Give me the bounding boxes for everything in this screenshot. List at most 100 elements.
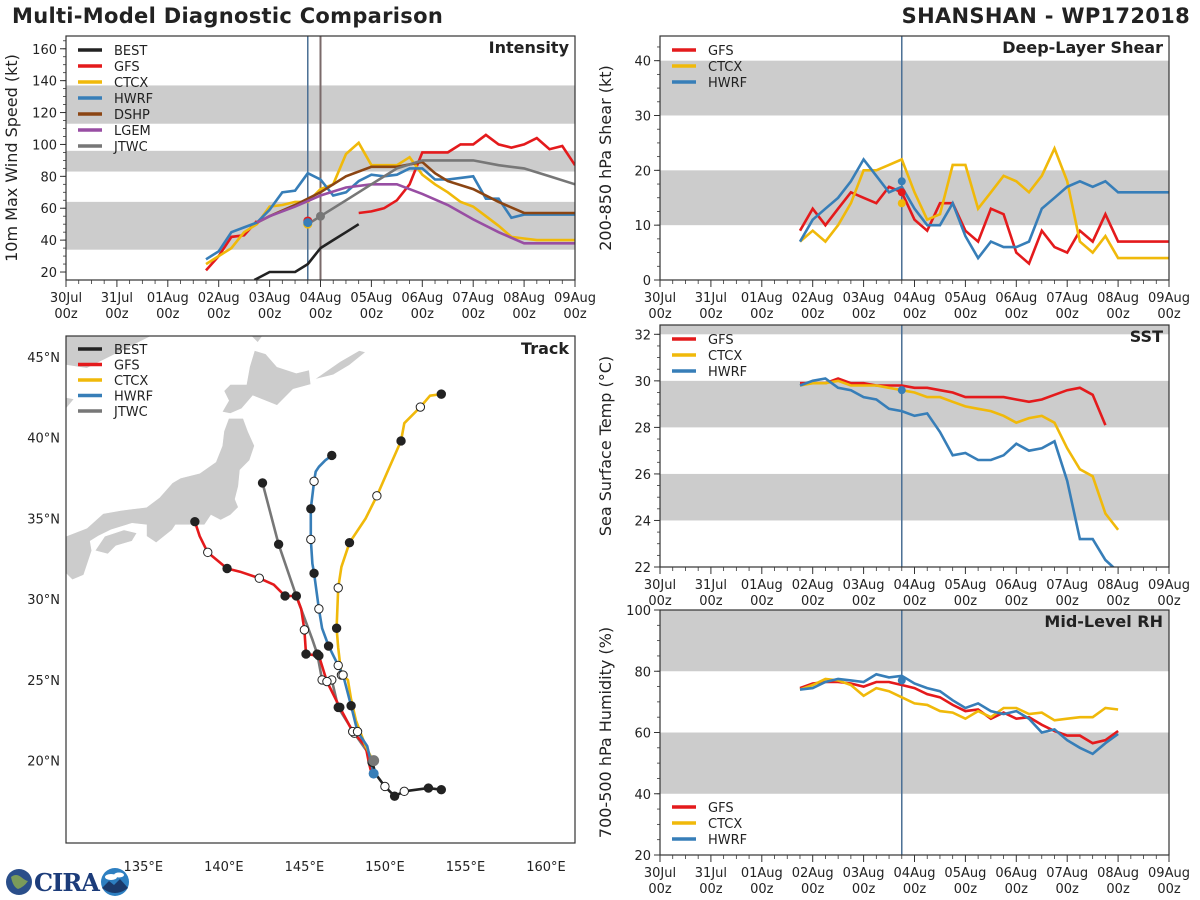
track-point-best	[399, 786, 409, 797]
track-point-jtwc	[291, 591, 302, 601]
intensity-xtick-label-date: 06Aug	[401, 291, 443, 306]
track-point-best	[380, 781, 390, 792]
sst-ytick-label: 26	[634, 468, 651, 483]
track-point-gfs	[299, 625, 310, 635]
track-point-hwrf	[323, 641, 334, 651]
sst-xtick-label-date: 08Aug	[1097, 578, 1139, 593]
rh-xtick-label-hour: 00z	[801, 882, 825, 897]
track-point-hwrf	[333, 660, 343, 671]
shear-ytick-label: 40	[634, 55, 651, 70]
intensity-xtick-label-date: 08Aug	[503, 291, 545, 306]
sst-marker-hwrf	[897, 386, 906, 395]
rh-xtick-label-date: 04Aug	[894, 866, 936, 881]
intensity-line-gfs	[358, 133, 575, 215]
shear-marker-ctcx	[897, 199, 906, 208]
shear-xtick-label-hour: 00z	[801, 307, 825, 322]
rh-xtick-label-hour: 00z	[648, 882, 672, 897]
intensity-xtick-label-date: 07Aug	[452, 291, 494, 306]
rh-xtick-label-hour: 00z	[954, 882, 978, 897]
shear-xtick-label-date: 02Aug	[792, 291, 834, 306]
sst-xtick-label-date: 05Aug	[944, 578, 986, 593]
intensity-xtick-label-date: 04Aug	[300, 291, 342, 306]
intensity-xtick-label-date: 30Jul	[50, 291, 82, 306]
track-frame	[65, 335, 576, 844]
shear-line-ctcx	[799, 145, 1169, 260]
sst-line-hwrf	[799, 377, 1115, 567]
rh-ytick-label: 100	[626, 604, 651, 619]
rh-ytick-label: 80	[634, 665, 651, 680]
sst-xtick-label-hour: 00z	[1056, 594, 1080, 609]
intensity-xtick-label-hour: 00z	[411, 307, 435, 322]
shear-series-group	[798, 145, 1169, 266]
intensity-legend-label-dshp: DSHP	[114, 108, 150, 123]
sst-xtick-label-hour: 00z	[1106, 594, 1130, 609]
rh-xtick-label-date: 03Aug	[843, 866, 885, 881]
ramm-badge-icon	[100, 868, 129, 896]
sst-xtick-label-hour: 00z	[954, 594, 978, 609]
sst-ytick-label: 30	[634, 375, 651, 390]
rh-xtick-label-date: 08Aug	[1097, 866, 1139, 881]
rh-ytick-label: 40	[634, 788, 651, 803]
track-point-best	[436, 785, 447, 795]
rh-xtick-label-date: 31Jul	[695, 866, 727, 881]
track-xtick-label: 150°E	[365, 860, 405, 875]
track-xtick-label: 160°E	[526, 860, 566, 875]
sst-series-group	[799, 377, 1120, 567]
shear-shade-band	[660, 60, 1169, 116]
sst-xtick-label-date: 31Jul	[695, 578, 727, 593]
intensity-marker-hwrf	[303, 218, 313, 228]
track-xtick-label: 145°E	[285, 860, 325, 875]
intensity-legend-label-hwrf: HWRF	[114, 92, 153, 107]
rh-shade-band	[660, 732, 1169, 794]
sst-panel-title: SST	[1130, 327, 1163, 346]
sst-legend-label-gfs: GFS	[708, 333, 734, 348]
rh-ytick-label: 20	[634, 849, 651, 864]
sst-xtick-label-date: 30Jul	[644, 578, 676, 593]
intensity-ytick-label: 100	[32, 138, 57, 153]
track-point-gfs	[314, 651, 324, 661]
sst-line-gfs	[800, 377, 1107, 426]
intensity-xtick-label-date: 01Aug	[147, 291, 189, 306]
track-point-jtwc	[273, 539, 284, 549]
track-init-marker-jtwc	[368, 755, 380, 767]
track-legend-label-gfs: GFS	[114, 359, 140, 374]
track-point-gfs	[203, 547, 213, 558]
track-point-ctcx	[331, 623, 342, 633]
rh-xtick-label-date: 07Aug	[1046, 866, 1088, 881]
shear-xtick-label-hour: 00z	[750, 307, 774, 322]
rh-ytick-label: 60	[634, 727, 651, 742]
sst-xtick-label-hour: 00z	[852, 594, 876, 609]
sst-ylabel: Sea Surface Temp (°C)	[596, 356, 615, 536]
sst-xtick-label-date: 03Aug	[843, 578, 885, 593]
intensity-line-lgem	[256, 183, 575, 245]
rh-marker-hwrf	[897, 676, 906, 685]
sst-line-ctcx	[799, 379, 1120, 531]
rh-shade-band	[660, 610, 1169, 672]
shear-legend-label-gfs: GFS	[708, 44, 734, 59]
track-legend-label-best: BEST	[114, 343, 147, 358]
shear-xtick-label-date: 06Aug	[995, 291, 1037, 306]
sst-xtick-label-hour: 00z	[801, 594, 825, 609]
rh-xtick-label-hour: 00z	[1005, 882, 1029, 897]
sst-ytick-label: 22	[634, 561, 651, 576]
intensity-marker-jtwc	[316, 211, 325, 221]
shear-legend-label-hwrf: HWRF	[708, 76, 747, 91]
intensity-ytick-label: 60	[40, 202, 57, 217]
intensity-xtick-label-date: 09Aug	[554, 291, 596, 306]
shear-xtick-label-date: 01Aug	[741, 291, 783, 306]
track-point-hwrf	[314, 604, 324, 614]
logo-text: CIRA	[34, 867, 100, 897]
sst-shade-band	[660, 325, 1169, 335]
track-point-ctcx	[344, 537, 355, 548]
track-legend-label-hwrf: HWRF	[114, 390, 153, 405]
shear-ytick-label: 20	[634, 164, 651, 179]
intensity-legend-label-gfs: GFS	[114, 60, 140, 75]
track-ytick-label: 45°N	[27, 351, 60, 366]
track-line-hwrf	[309, 454, 375, 774]
intensity-line-ctcx	[205, 140, 575, 266]
intensity-ytick-label: 80	[40, 170, 57, 185]
track-point-hwrf	[327, 450, 337, 461]
rh-xtick-label-date: 06Aug	[995, 866, 1037, 881]
rh-xtick-label-date: 30Jul	[644, 866, 676, 881]
